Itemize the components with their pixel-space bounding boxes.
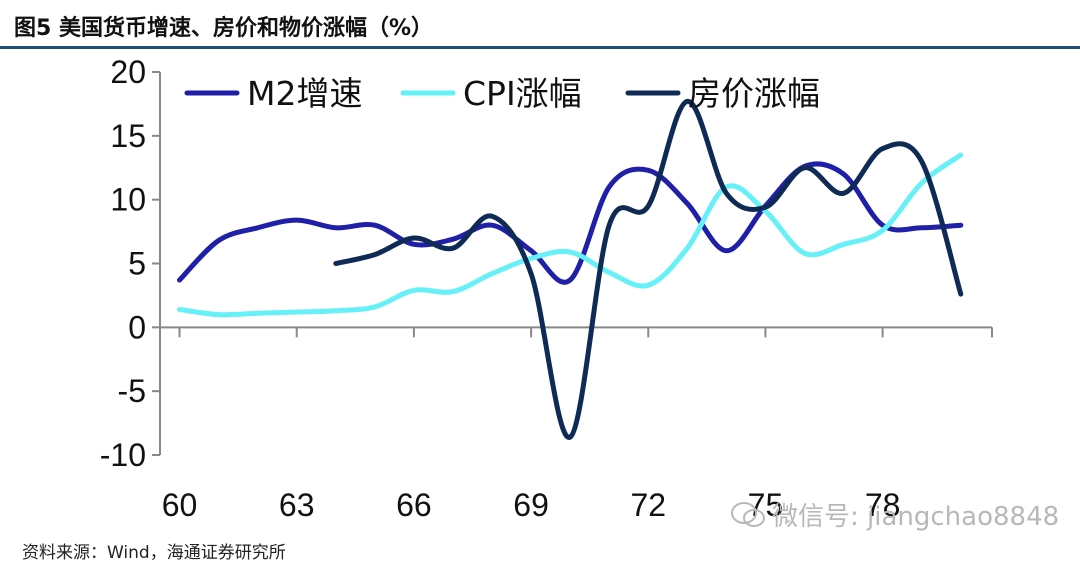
x-tick-label: 69 [513,487,549,523]
legend-item-house-price-label: 房价涨幅 [688,74,820,113]
x-tick-label: 66 [396,487,432,523]
figure-title: 图5 美国货币增速、房价和物价涨幅（%） [14,16,434,41]
wechat-watermark: 微信号: jiangchao8848 [772,496,1059,533]
legend-item-cpi-label: CPI涨幅 [463,74,582,113]
y-tick-label: 15 [110,118,146,154]
y-tick-label: 0 [128,309,146,345]
y-tick-label: 5 [128,246,146,282]
series-line-house-price [333,98,964,440]
wechat-icon [731,502,765,527]
y-tick-label: 20 [110,54,146,90]
x-tick-label: 60 [162,487,198,523]
y-tick-label: -5 [118,373,146,409]
title-divider [0,46,1080,49]
y-tick-label: -10 [100,437,146,473]
series-line-m2 [177,161,964,285]
x-tick-label: 75 [748,487,784,523]
y-tick-label: 10 [110,182,146,218]
x-tick-label: 78 [865,487,901,523]
line-chart: 20 15 10 5 0 -5 -10 60 63 66 69 72 75 78 M2增速 CPI涨幅 房价涨幅 [100,54,993,523]
series-line-cpi [177,152,964,318]
source-note: 资料来源：Wind，海通证券研究所 [22,543,286,563]
watermark-text: 微信号: jiangchao8848 [772,502,1060,532]
legend-item-m2-label: M2增速 [247,74,362,113]
x-tick-label: 63 [279,487,315,523]
x-tick-label: 72 [630,487,666,523]
figure-header: 图5 美国货币增速、房价和物价涨幅（%） [0,0,1080,50]
